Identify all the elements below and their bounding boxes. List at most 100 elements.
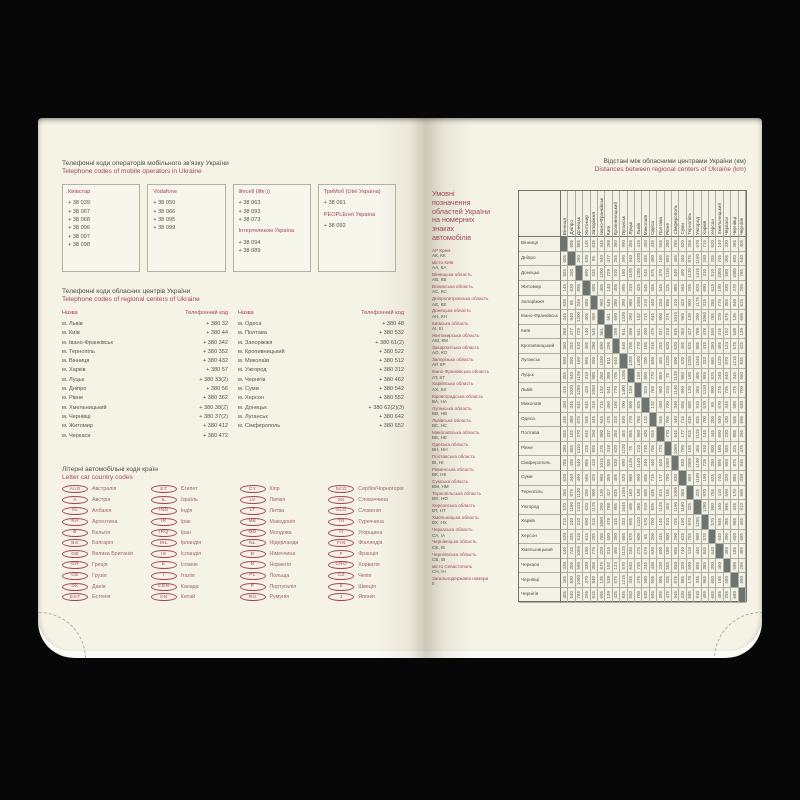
operator-code: + 38 093 xyxy=(238,208,261,215)
car-code-row: LV Латвія xyxy=(239,495,324,506)
distance-value: 275 xyxy=(598,444,604,453)
regional-code-row: м. Миколаїв + 380 512 xyxy=(238,356,404,365)
car-code-row: GB Велика Британія xyxy=(62,549,146,560)
matrix-diagonal-cell xyxy=(635,383,643,398)
matrix-column-header: Запоріжжя xyxy=(590,191,598,237)
distance-cell: 460 xyxy=(716,558,724,574)
oblast-name: Львівська область xyxy=(432,417,471,423)
column-city-label: Хмельницький xyxy=(717,203,723,235)
distance-value: 690 xyxy=(702,283,708,292)
distance-value: 477 xyxy=(569,327,575,336)
distance-cell: 740 xyxy=(679,544,687,559)
distance-value: 960 xyxy=(598,298,604,307)
country-code-badge: N xyxy=(239,560,266,569)
city-phone-code: + 380 352 xyxy=(202,348,228,355)
distance-value: 1110 xyxy=(576,443,582,454)
distance-cell: 910 xyxy=(701,441,709,457)
distance-cell: 305 xyxy=(568,558,576,574)
distance-value: 715 xyxy=(650,474,656,482)
country-name: Литва xyxy=(269,507,285,514)
distance-value: 325 xyxy=(694,488,700,497)
row-city-label: Івано-Франківськ xyxy=(521,313,558,319)
distance-value: 530 xyxy=(717,415,723,424)
distance-value: 478 xyxy=(702,327,708,336)
city-phone-code: + 380 432 xyxy=(202,358,228,365)
distance-value: 700 xyxy=(635,591,641,599)
distance-cell: 785 xyxy=(561,456,569,471)
plate-codes: СЕ, ІЕ xyxy=(432,544,446,550)
distance-cell: 1050 xyxy=(590,383,598,398)
distance-cell: 478 xyxy=(701,324,709,340)
distance-value: 990 xyxy=(561,357,567,365)
plate-codes: АТ, КТ xyxy=(432,374,446,380)
distance-cell: 165 xyxy=(657,251,665,267)
city-name: м. Івано-Франківськ xyxy=(62,339,113,346)
distance-value: 900 xyxy=(598,430,604,438)
city-phone-code: + 380 462 xyxy=(378,376,404,383)
country-name: Польща xyxy=(269,572,290,579)
row-city-label: Вінниця xyxy=(521,240,539,246)
car-code-row: J Японія xyxy=(328,592,412,603)
distance-value: 875 xyxy=(731,459,737,467)
distance-cell: 1005 xyxy=(686,456,695,471)
distance-cell: 705 xyxy=(612,368,621,384)
country-name: Ірак xyxy=(180,518,191,525)
distance-value: 670 xyxy=(724,357,730,365)
matrix-diagonal-cell xyxy=(672,456,680,471)
operator-box: ТриМоб (Utel Україна) + 38 091 PEOPLEnet У… xyxy=(317,184,396,272)
distance-cell: 355 xyxy=(723,295,732,311)
car-codes-column: SCG Сербія/Чорногорія SK Словаччина SLO Слове… xyxy=(328,484,412,603)
distance-value: 875 xyxy=(569,488,575,497)
distance-value: 910 xyxy=(702,444,708,453)
distance-value: 545 xyxy=(657,283,663,292)
distance-cell: 630 xyxy=(738,397,746,413)
distance-value: 160 xyxy=(620,269,626,277)
distance-cell: 990 xyxy=(635,471,643,486)
operator-code: + 38 095 xyxy=(153,217,176,224)
country-name: Словаччина xyxy=(358,497,389,504)
country-code-badge: DK xyxy=(62,582,88,591)
distance-cell: 860 xyxy=(627,471,635,486)
distance-value: 298 xyxy=(606,342,612,350)
distance-value: 895 xyxy=(591,444,597,453)
distance-cell: 565 xyxy=(679,280,687,296)
distance-value: 510 xyxy=(576,532,582,541)
distance-cell: 388 xyxy=(605,368,613,384)
distance-value: 910 xyxy=(739,503,745,511)
distance-value: 740 xyxy=(717,474,723,482)
distance-value: 605 xyxy=(643,474,649,482)
distance-value: 275 xyxy=(635,576,641,584)
distance-cell: 405 xyxy=(679,339,687,354)
distance-value: 295 xyxy=(583,488,589,497)
regional-code-row: м. Житомир + 380 412 xyxy=(62,422,228,431)
distance-value: 415 xyxy=(635,240,641,248)
country-code-badge: MD xyxy=(239,528,266,537)
row-city-label: Сімферополь xyxy=(521,459,551,465)
distance-value: 538 xyxy=(731,327,737,336)
distance-cell: 255 xyxy=(657,339,665,354)
distance-value: 425 xyxy=(583,386,589,394)
distance-cell: 715 xyxy=(598,397,606,413)
distance-value: 340 xyxy=(672,400,678,409)
distance-cell: 645 xyxy=(598,412,606,428)
legend-entry: Волинська область АС, КС xyxy=(432,284,516,295)
distance-value: 940 xyxy=(598,254,604,263)
distance-cell: 625 xyxy=(679,529,687,545)
car-code-row: AL Албанія xyxy=(62,506,146,517)
plate-codes: АН, КН xyxy=(432,313,447,319)
distance-value: 890 xyxy=(576,283,582,292)
distance-value: 160 xyxy=(576,357,582,365)
distance-cell: 660 xyxy=(731,588,739,603)
distance-cell: 1160 xyxy=(568,500,576,515)
car-code-row: IS Ісландія xyxy=(150,549,235,560)
distance-value: 825 xyxy=(643,386,649,394)
distance-cell: 290 xyxy=(672,529,680,545)
row-city-label: Харків xyxy=(521,518,535,524)
distance-cell: 1400 xyxy=(620,383,628,398)
distance-cell: 75 xyxy=(664,368,672,384)
matrix-diagonal-cell xyxy=(590,295,598,311)
distance-value: 330 xyxy=(739,474,745,482)
distance-cell: 735 xyxy=(635,558,643,574)
matrix-diagonal-cell xyxy=(583,280,591,296)
country-code-badge: BG xyxy=(62,539,88,548)
